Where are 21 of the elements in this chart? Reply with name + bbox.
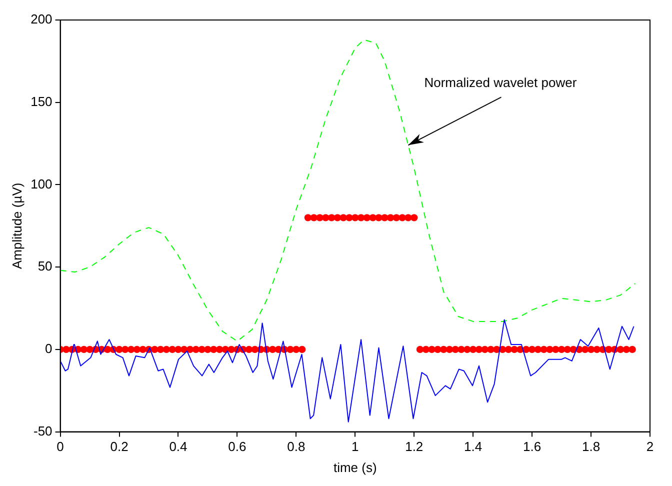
x-tick-label: 2 xyxy=(646,439,654,454)
x-tick-label: 0 xyxy=(56,439,64,454)
y-tick-label: 0 xyxy=(45,341,52,356)
x-tick-label: 1.6 xyxy=(523,439,542,454)
x-tick-label: 0.4 xyxy=(169,439,188,454)
x-tick-label: 1.4 xyxy=(464,439,482,454)
x-tick-label: 1.8 xyxy=(582,439,600,454)
y-axis-title: Amplitude (µV) xyxy=(9,182,24,270)
y-tick-label: 200 xyxy=(30,12,52,27)
x-tick-label: 1.2 xyxy=(405,439,424,454)
y-tick-label: -50 xyxy=(33,423,52,438)
y-tick-label: 50 xyxy=(38,258,52,274)
x-tick-label: 0.6 xyxy=(228,439,246,454)
y-tick-label: 100 xyxy=(30,176,52,192)
x-tick-label: 1 xyxy=(352,439,359,454)
annotation: Normalized wavelet power xyxy=(424,75,578,90)
x-tick-label: 0.2 xyxy=(110,439,128,454)
y-tick-label: 150 xyxy=(30,94,52,109)
x-axis-title: time (s) xyxy=(333,460,377,475)
x-tick-label: 0.8 xyxy=(287,439,306,454)
line-series xyxy=(60,39,636,342)
